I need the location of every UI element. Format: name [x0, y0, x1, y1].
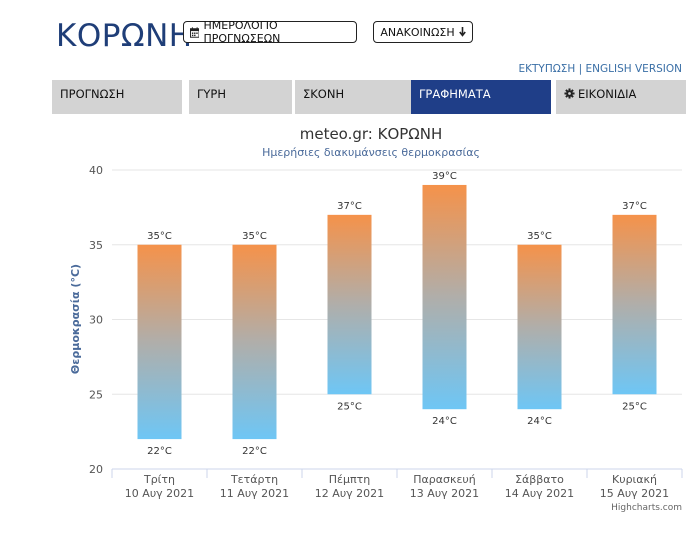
tab-pollen[interactable]: ΓΥΡΗ	[189, 80, 292, 114]
highcharts-credit[interactable]: Highcharts.com	[611, 503, 682, 513]
low-value-label: 25°C	[622, 401, 647, 412]
x-tick-day-label: Πέμπτη	[329, 473, 370, 486]
calendar-icon	[190, 26, 200, 38]
y-axis-title: Θερμοκρασία (°C)	[69, 264, 82, 374]
english-version-link[interactable]: ENGLISH VERSION	[585, 63, 682, 75]
temperature-range-bar[interactable]	[422, 184, 467, 410]
y-tick-label: 35	[89, 239, 103, 252]
x-tick-date-label: 12 Αυγ 2021	[315, 487, 384, 500]
y-tick-label: 20	[89, 463, 103, 476]
x-tick-day-label: Κυριακή	[612, 473, 657, 486]
gear-icon	[564, 88, 575, 99]
tab-forecast[interactable]: ΠΡΟΓΝΩΣΗ	[52, 80, 182, 114]
x-tick-day-label: Τρίτη	[143, 473, 175, 486]
x-tick-date-label: 14 Αυγ 2021	[505, 487, 574, 500]
x-tick-date-label: 15 Αυγ 2021	[600, 487, 669, 500]
top-links: ΕΚΤΥΠΩΣΗ | ENGLISH VERSION	[519, 63, 683, 75]
tab-icons-label: ΕΙΚΟΝΙΔΙΑ	[578, 87, 637, 101]
y-tick-label: 40	[89, 164, 103, 177]
x-tick-day-label: Τετάρτη	[230, 473, 278, 486]
low-value-label: 24°C	[432, 416, 457, 427]
tab-dust-label: ΣΚΟΝΗ	[303, 87, 345, 101]
low-value-label: 22°C	[147, 446, 172, 457]
chart-title: meteo.gr: ΚΟΡΩΝΗ	[300, 125, 443, 143]
temperature-range-bar[interactable]	[612, 214, 657, 395]
tab-charts-label: ΓΡΑΦΗΜΑΤΑ	[419, 87, 491, 101]
temperature-range-bar[interactable]	[137, 244, 182, 440]
chart-subtitle: Ημερήσιες διακυμάνσεις θερμοκρασίας	[262, 146, 480, 159]
announcement-button-label: ΑΝΑΚΟΙΝΩΣΗ	[380, 25, 455, 39]
high-value-label: 35°C	[527, 231, 552, 242]
print-link[interactable]: ΕΚΤΥΠΩΣΗ	[518, 63, 576, 75]
tab-charts[interactable]: ΓΡΑΦΗΜΑΤΑ	[411, 80, 551, 114]
x-tick-day-label: Παρασκευή	[413, 473, 476, 486]
high-value-label: 35°C	[242, 231, 267, 242]
high-value-label: 39°C	[432, 171, 457, 182]
high-value-label: 37°C	[337, 201, 362, 212]
page-title: ΚΟΡΩΝΗ	[56, 18, 193, 54]
tab-icons[interactable]: ΕΙΚΟΝΙΔΙΑ	[556, 80, 686, 114]
y-tick-label: 25	[89, 388, 103, 401]
forecast-calendar-button[interactable]: ΗΜΕΡΟΛΟΓΙΟ ΠΡΟΓΝΩΣΕΩΝ	[183, 19, 357, 45]
high-value-label: 35°C	[147, 231, 172, 242]
announcement-button[interactable]: ΑΝΑΚΟΙΝΩΣΗ	[373, 21, 473, 43]
temperature-range-bar[interactable]	[517, 244, 562, 410]
link-separator: |	[578, 63, 583, 75]
low-value-label: 24°C	[527, 416, 552, 427]
low-value-label: 25°C	[337, 401, 362, 412]
low-value-label: 22°C	[242, 446, 267, 457]
x-tick-date-label: 10 Αυγ 2021	[125, 487, 194, 500]
temperature-range-bar[interactable]	[327, 214, 372, 395]
temperature-range-bar[interactable]	[232, 244, 277, 440]
x-tick-day-label: Σάββατο	[515, 473, 564, 486]
y-tick-label: 30	[89, 314, 103, 327]
high-value-label: 37°C	[622, 201, 647, 212]
tab-forecast-label: ΠΡΟΓΝΩΣΗ	[60, 87, 125, 101]
tab-pollen-label: ΓΥΡΗ	[197, 87, 227, 101]
x-tick-date-label: 13 Αυγ 2021	[410, 487, 479, 500]
x-tick-date-label: 11 Αυγ 2021	[220, 487, 289, 500]
calendar-button-label: ΗΜΕΡΟΛΟΓΙΟ ΠΡΟΓΝΩΣΕΩΝ	[203, 19, 281, 45]
arrow-down-icon	[458, 27, 466, 37]
